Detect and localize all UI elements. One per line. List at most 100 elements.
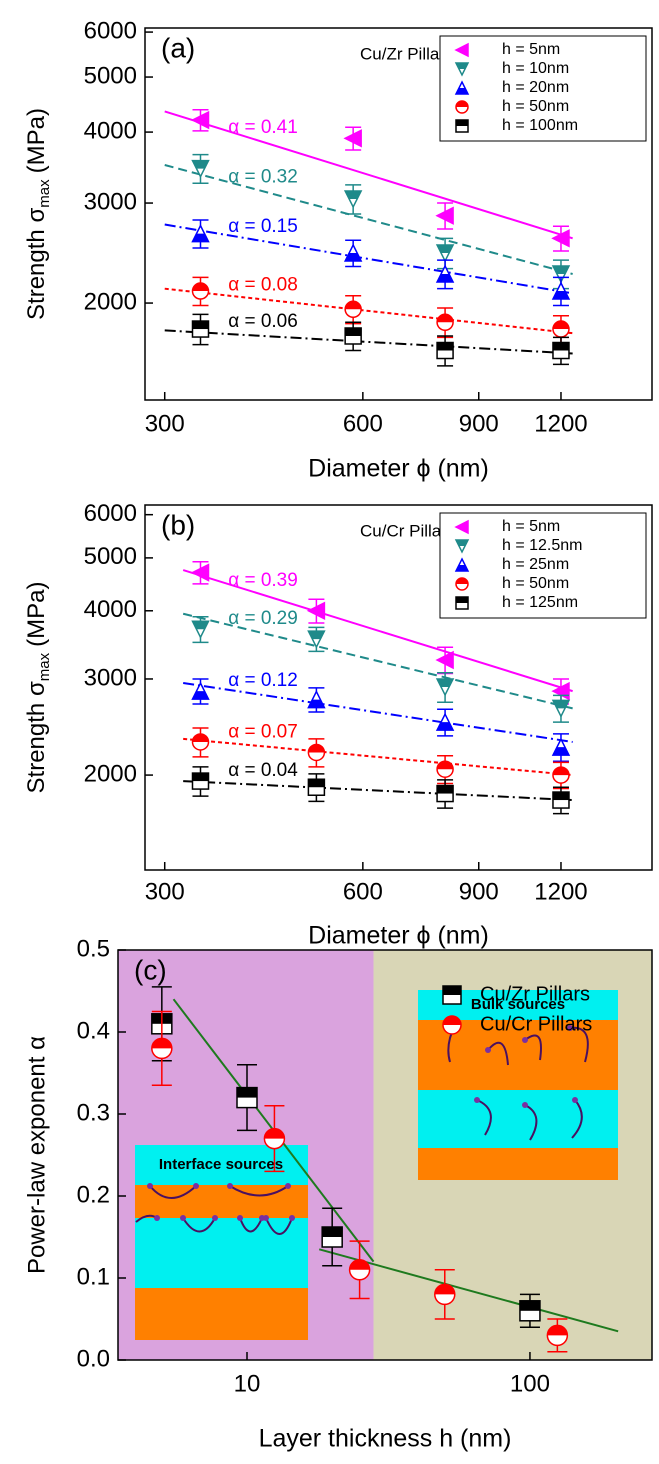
data-point <box>436 760 454 778</box>
data-point <box>436 341 454 360</box>
marker-fill <box>552 700 569 709</box>
alpha-label: α = 0.39 <box>228 570 298 591</box>
marker-fill <box>552 767 569 776</box>
inset-band <box>418 1148 618 1180</box>
data-point <box>307 743 326 762</box>
data-point <box>307 630 326 649</box>
inset-title: Interface sources <box>159 1156 283 1173</box>
legend-label: h = 100nm <box>502 117 578 134</box>
marker-fill <box>552 792 569 801</box>
marker-fill <box>308 744 325 753</box>
marker-fill <box>443 986 461 995</box>
marker-fill <box>192 283 209 292</box>
marker-fill <box>456 578 468 584</box>
legend-label: h = 10nm <box>502 60 569 77</box>
fit-line <box>318 1248 619 1333</box>
data-point <box>151 1037 173 1060</box>
marker-shape <box>454 519 469 535</box>
marker-fill <box>192 691 209 700</box>
data-point <box>551 229 570 248</box>
data-point <box>434 1283 456 1306</box>
marker-fill <box>437 274 454 283</box>
legend-label: h = 12.5nm <box>502 537 583 554</box>
dislocation-line <box>447 1024 589 1141</box>
marker-fill <box>519 1300 540 1311</box>
fit-line <box>182 612 573 710</box>
y-tick-label: 0.2 <box>77 1181 110 1208</box>
data-point <box>546 1324 569 1347</box>
data-point <box>552 341 570 360</box>
marker-fill <box>192 621 209 630</box>
fit-line <box>164 110 573 240</box>
y-tick-label: 0.1 <box>77 1263 110 1290</box>
data-point <box>306 601 326 620</box>
data-point <box>321 1226 343 1248</box>
panel-title: Cu/Zr Pillars <box>360 44 454 63</box>
legend-marker <box>442 985 462 1005</box>
x-axis-title: Diameter ϕ (nm) <box>308 922 489 950</box>
alpha-label: α = 0.07 <box>228 721 298 742</box>
marker-shape <box>435 650 454 670</box>
inset-title: Bulk sources <box>471 996 565 1013</box>
legend-box <box>439 512 647 619</box>
y-axis-title: Power-law exponent α <box>23 1036 50 1274</box>
panel-title: Cu/Cr Pillars <box>360 521 455 540</box>
y-axis-title-sub: max <box>36 652 53 681</box>
alpha-label: α = 0.04 <box>228 760 298 781</box>
fit-line <box>164 223 573 295</box>
x-tick-label: 300 <box>145 878 185 905</box>
legend-label: Cu/Cr Pillars <box>480 1013 592 1035</box>
inset-band <box>135 1288 308 1340</box>
legend-marker <box>442 1015 462 1035</box>
data-point <box>436 313 454 332</box>
legend-marker <box>454 62 470 77</box>
data-point <box>236 1086 258 1109</box>
data-point <box>263 1127 286 1150</box>
marker-fill <box>308 779 325 788</box>
y-axis-title-part: Strength σ <box>23 208 50 320</box>
panel-label: (c) <box>134 954 167 985</box>
panel-label: (a) <box>161 32 195 63</box>
legend-label: h = 5nm <box>502 518 560 535</box>
marker-fill <box>192 321 209 330</box>
data-point <box>191 733 210 751</box>
fit-line <box>183 737 573 777</box>
marker-fill <box>456 101 468 107</box>
data-point <box>191 620 210 639</box>
data-point <box>435 244 455 263</box>
legend-marker <box>455 596 469 610</box>
data-point <box>190 110 210 130</box>
data-point <box>552 766 570 784</box>
data-point <box>435 678 455 697</box>
marker-fill <box>437 785 454 794</box>
marker-fill <box>456 565 468 571</box>
x-tick-label: 10 <box>234 1370 261 1397</box>
marker-fill <box>192 773 209 782</box>
alpha-label: α = 0.12 <box>228 670 298 691</box>
data-point <box>552 320 570 338</box>
x-tick-label: 600 <box>343 878 383 905</box>
y-axis-title-sub: max <box>36 179 53 208</box>
y-tick-label: 6000 <box>84 17 137 44</box>
marker-shape <box>190 563 210 582</box>
x-tick-label: 1200 <box>534 410 587 437</box>
legend-marker <box>454 539 470 554</box>
y-tick-label: 3000 <box>84 188 137 215</box>
marker-fill <box>349 1259 370 1270</box>
data-point <box>551 737 571 756</box>
marker-fill <box>345 301 362 310</box>
panel-label: (b) <box>161 509 195 540</box>
dislocation-line <box>135 1185 293 1235</box>
legend-label: h = 25nm <box>502 556 569 573</box>
y-tick-label: 2000 <box>84 288 137 315</box>
data-point <box>191 282 210 300</box>
y-axis-title-unit: (MPa) <box>23 582 50 647</box>
legend-marker <box>454 519 469 535</box>
legend-label: h = 5nm <box>502 41 560 58</box>
fit-line <box>164 164 573 275</box>
x-axis-title: Layer thickness h (nm) <box>259 1425 512 1453</box>
x-tick-label: 100 <box>510 1370 550 1397</box>
data-point <box>348 1259 371 1281</box>
y-tick-label: 0.5 <box>77 935 110 962</box>
